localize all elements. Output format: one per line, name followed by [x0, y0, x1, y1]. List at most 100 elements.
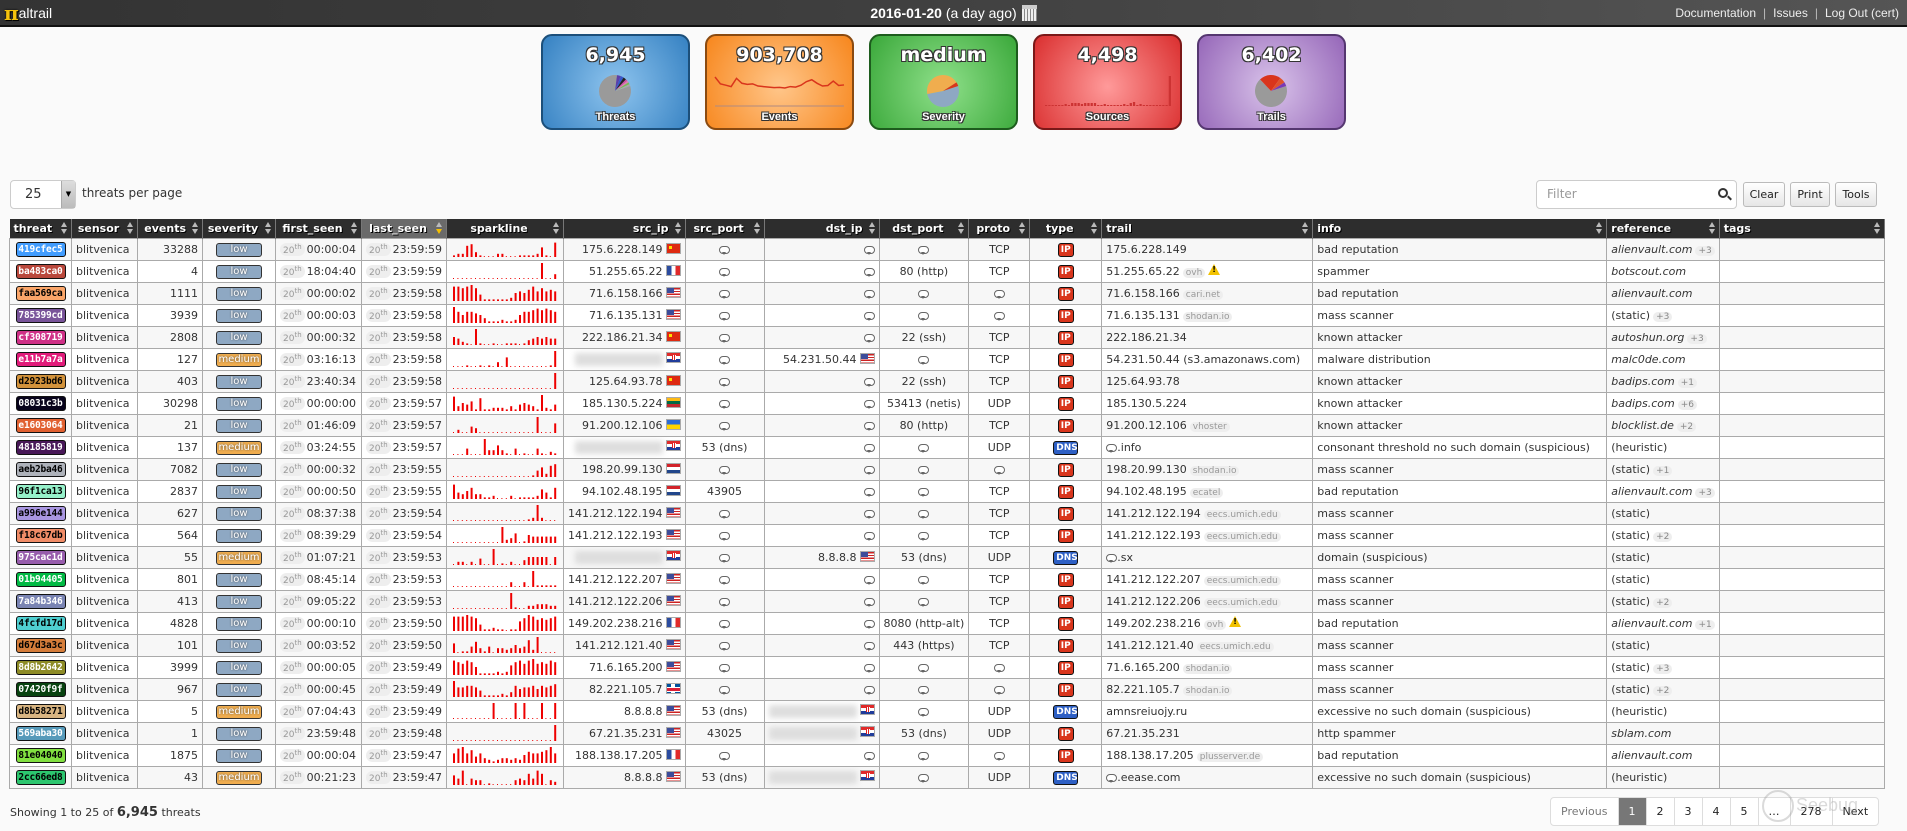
ip-address[interactable]: 141.212.122.206	[568, 594, 663, 608]
page-5-button[interactable]: 5	[1731, 798, 1759, 825]
threat-badge[interactable]: d2923bd6	[15, 373, 66, 389]
comment-icon[interactable]	[918, 597, 930, 607]
ip-address[interactable]: 141.212.121.40	[575, 638, 663, 652]
reference-text[interactable]: (static)	[1611, 682, 1651, 696]
reference-text[interactable]: (heuristic)	[1611, 704, 1668, 718]
sort-arrows-icon[interactable]	[127, 222, 134, 235]
ip-address[interactable]: 71.6.135.131	[589, 308, 663, 322]
trail-text[interactable]: 198.20.99.130	[1106, 462, 1187, 476]
comment-icon[interactable]	[863, 311, 875, 321]
trail-text[interactable]: .eease.com	[1117, 770, 1181, 784]
threat-badge[interactable]: 96f1ca13	[15, 483, 66, 499]
comment-icon[interactable]	[918, 245, 930, 255]
trail-text[interactable]: 222.186.21.34	[1106, 330, 1187, 344]
comment-icon[interactable]	[918, 289, 930, 299]
table-row[interactable]: a996e144 blitvenica 627 low 20th 08:37:38 20th…	[9, 501, 1885, 525]
threat-badge[interactable]: 569aba30	[15, 725, 66, 741]
comment-icon[interactable]	[863, 685, 875, 695]
ip-address[interactable]: 71.6.158.166	[589, 286, 663, 300]
sort-arrows-icon[interactable]	[1873, 222, 1881, 235]
trail-text[interactable]: 141.212.121.40	[1106, 638, 1194, 652]
comment-icon[interactable]	[719, 553, 731, 563]
reference-text[interactable]: alienvault.com	[1611, 484, 1693, 498]
reference-text[interactable]: (static)	[1611, 572, 1651, 586]
table-row[interactable]: 785399cd blitvenica 3939 low 20th 00:00:03 20t…	[9, 303, 1885, 327]
table-row[interactable]: 08031c3b blitvenica 30298 low 20th 00:00:00 20…	[9, 391, 1885, 415]
sort-arrows-icon[interactable]	[265, 222, 272, 235]
next-button[interactable]: Next	[1842, 805, 1869, 818]
threat-badge[interactable]: 419cfec5	[15, 241, 66, 257]
comment-icon[interactable]	[918, 751, 930, 761]
column-header-trail[interactable]: trail	[1101, 219, 1314, 238]
comment-icon[interactable]	[918, 575, 930, 585]
reference-more[interactable]: +3	[1695, 487, 1715, 498]
trail-text[interactable]: 71.6.135.131	[1106, 308, 1180, 322]
previous-button[interactable]: Previous	[1551, 798, 1619, 825]
reference-more[interactable]: +3	[1653, 663, 1673, 674]
issues-link[interactable]: Issues	[1773, 6, 1808, 20]
comment-icon[interactable]	[719, 751, 731, 761]
documentation-link[interactable]: Documentation	[1675, 6, 1757, 20]
reference-text[interactable]: blocklist.de	[1611, 418, 1674, 432]
ip-address[interactable]: 71.6.165.200	[589, 660, 663, 674]
sort-arrows-icon[interactable]	[674, 222, 682, 235]
comment-icon[interactable]	[993, 311, 1005, 321]
table-row[interactable]: 96f1ca13 blitvenica 2837 low 20th 00:00:50 20t…	[9, 479, 1885, 503]
comment-icon[interactable]	[863, 597, 875, 607]
column-header-reference[interactable]: reference	[1606, 219, 1720, 238]
comment-icon[interactable]	[863, 267, 875, 277]
page-2-button[interactable]: 2	[1647, 798, 1675, 825]
reference-text[interactable]: sblam.com	[1611, 726, 1672, 740]
comment-icon[interactable]	[993, 289, 1005, 299]
comment-icon[interactable]	[719, 641, 731, 651]
ip-address[interactable]: 8.8.8.8	[624, 704, 663, 718]
clear-button[interactable]: Clear	[1743, 182, 1785, 207]
comment-icon[interactable]	[719, 333, 731, 343]
ip-address[interactable]: 82.221.105.7	[589, 682, 663, 696]
threat-badge[interactable]: 4fcfd17d	[15, 615, 66, 631]
column-header-sensor[interactable]: sensor	[71, 219, 138, 238]
ip-address[interactable]: 141.212.122.207	[568, 572, 663, 586]
sort-arrows-icon[interactable]	[868, 222, 876, 235]
trail-text[interactable]: 91.200.12.106	[1106, 418, 1187, 432]
comment-icon[interactable]	[863, 663, 875, 673]
comment-icon[interactable]	[719, 355, 731, 365]
reference-text[interactable]: (heuristic)	[1611, 440, 1668, 454]
sort-arrows-icon[interactable]	[753, 222, 761, 235]
ip-address[interactable]: 185.130.5.224	[582, 396, 663, 410]
page-size-select[interactable]: 25 ▼	[10, 180, 76, 209]
table-row[interactable]: e11b7a7a blitvenica 127 medium 20th 03:16:13 2…	[9, 347, 1885, 371]
comment-icon[interactable]	[1106, 443, 1118, 453]
reference-text[interactable]: (heuristic)	[1611, 770, 1668, 784]
page-1-button[interactable]: 1	[1618, 798, 1647, 825]
calendar-icon[interactable]	[1021, 5, 1037, 21]
sort-arrows-icon[interactable]	[1091, 222, 1098, 235]
sort-arrows-icon[interactable]	[1596, 222, 1603, 235]
comment-icon[interactable]	[719, 663, 731, 673]
threat-badge[interactable]: e1603064	[15, 417, 66, 433]
comment-icon[interactable]	[863, 531, 875, 541]
ip-address[interactable]: 175.6.228.149	[582, 242, 663, 256]
column-header-src-ip[interactable]: src_ip	[563, 219, 686, 238]
table-row[interactable]: aeb2ba46 blitvenica 7082 low 20th 00:00:32 20t…	[9, 457, 1885, 481]
column-header-sparkline[interactable]: sparkline	[446, 219, 565, 238]
threat-badge[interactable]: a996e144	[15, 505, 66, 521]
severity-card[interactable]: medium Severity	[869, 34, 1018, 130]
comment-icon[interactable]	[863, 509, 875, 519]
search-icon[interactable]	[1718, 188, 1728, 198]
events-card[interactable]: 903,708 Events	[705, 34, 854, 130]
comment-icon[interactable]	[719, 289, 731, 299]
reference-text[interactable]: alienvault.com	[1611, 616, 1693, 630]
reference-text[interactable]: (static)	[1611, 308, 1651, 322]
table-row[interactable]: 07420f9f blitvenica 967 low 20th 00:00:45 20th…	[9, 677, 1885, 701]
threat-badge[interactable]: d67d3a3c	[15, 637, 66, 653]
ip-address[interactable]: 67.21.35.231	[589, 726, 663, 740]
trail-text[interactable]: 71.6.165.200	[1106, 660, 1180, 674]
trail-text[interactable]: 175.6.228.149	[1106, 242, 1187, 256]
comment-icon[interactable]	[863, 443, 875, 453]
table-row[interactable]: 8d8b2642 blitvenica 3999 low 20th 00:00:05 20t…	[9, 655, 1885, 679]
logo[interactable]: π altrail	[4, 3, 52, 23]
trail-text[interactable]: .info	[1117, 440, 1142, 454]
reference-more[interactable]: +1	[1695, 619, 1715, 630]
comment-icon[interactable]	[863, 399, 875, 409]
